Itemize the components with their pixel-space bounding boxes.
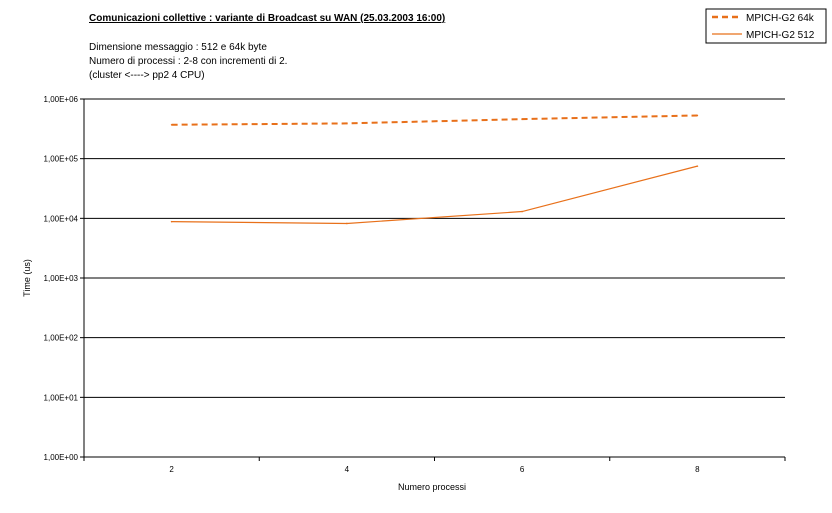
chart-title: Comunicazioni collettive : variante di B… — [89, 13, 445, 24]
data-point-s1-3 — [696, 165, 699, 167]
x-axis-label: Numero processi — [398, 482, 466, 492]
y-tick-label-0: 1,00E+00 — [44, 453, 79, 462]
y-tick-label-3: 1,00E+03 — [44, 274, 79, 283]
y-tick-label-4: 1,00E+04 — [44, 214, 79, 223]
x-tick-label-2: 6 — [520, 465, 525, 474]
x-tick-label-3: 8 — [695, 465, 700, 474]
series-line-1 — [171, 165, 698, 225]
y-tick-label-5: 1,00E+05 — [44, 155, 79, 164]
data-point-s0-2 — [521, 118, 523, 120]
series-line-0 — [171, 114, 698, 126]
data-point-s1-1 — [346, 222, 348, 225]
legend: MPICH-G2 64k MPICH-G2 512 — [705, 8, 827, 44]
legend-label-512: MPICH-G2 512 — [746, 30, 815, 41]
y-axis-label: Time (us) — [22, 259, 32, 297]
y-tick-label-6: 1,00E+06 — [44, 95, 79, 104]
y-tick-label-1: 1,00E+01 — [44, 393, 79, 402]
subtitle-line-3: (cluster <----> pp2 4 CPU) — [89, 70, 205, 81]
subtitle-line-1: Dimensione messaggio : 512 e 64k byte — [89, 42, 267, 53]
plot-area: 1,00E+00 1,00E+01 1,00E+02 1,00E+03 1,00E+04… — [44, 95, 786, 474]
data-point-s1-2 — [521, 210, 523, 213]
data-point-s0-1 — [346, 122, 348, 125]
x-tick-label-0: 2 — [169, 465, 174, 474]
y-tick-label-2: 1,00E+02 — [44, 334, 79, 343]
data-point-s1-0 — [170, 220, 173, 223]
data-point-s0-0 — [170, 123, 173, 126]
data-point-s0-3 — [696, 114, 699, 117]
x-tick-label-1: 4 — [345, 465, 350, 474]
legend-label-64k: MPICH-G2 64k — [746, 13, 815, 24]
subtitle-line-2: Numero di processi : 2-8 con incrementi … — [89, 56, 287, 67]
legend-box — [705, 8, 827, 44]
